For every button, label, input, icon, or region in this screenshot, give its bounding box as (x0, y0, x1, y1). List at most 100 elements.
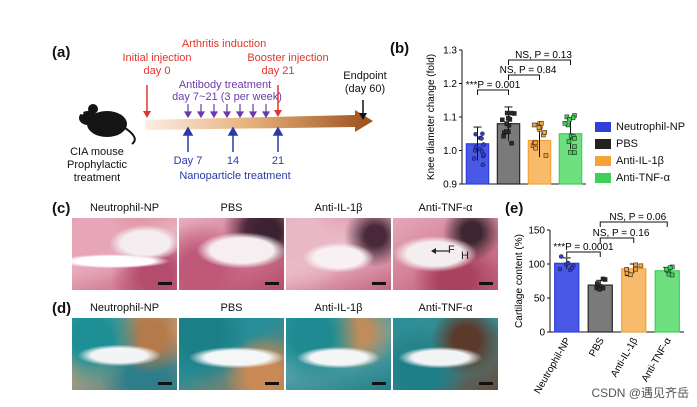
legend-swatch (595, 173, 611, 183)
data-point (504, 121, 509, 126)
significance-bracket (477, 89, 509, 95)
data-point (509, 110, 514, 116)
sf-label-neutrophil-np: Neutrophil-NP (89, 302, 160, 314)
panel-label-e: (e) (505, 200, 524, 217)
booster-day21-label: day 21 (261, 65, 295, 77)
data-point (542, 130, 547, 135)
he-label-anti-tnfa: Anti-TNF-α (418, 202, 473, 214)
significance-label: NS, P = 0.16 (593, 228, 650, 239)
data-point (624, 267, 629, 272)
data-point (572, 144, 577, 149)
data-point (667, 265, 673, 270)
significance-label: NS, P = 0.13 (515, 50, 572, 61)
nanoparticle-treatment-label: Nanoparticle treatment (179, 170, 291, 182)
he-image-neutrophil-np (72, 218, 177, 290)
sf-label-anti-tnfa: Anti-TNF-α (418, 302, 473, 314)
data-point (597, 287, 602, 292)
data-point (572, 136, 577, 141)
legend-swatch (595, 156, 611, 166)
y-tick-label: 100 (528, 260, 545, 271)
endpoint-label: Endpoint (343, 70, 387, 82)
timeline-arrow (145, 110, 373, 132)
initial-injection-label: Initial injection (122, 52, 192, 64)
bar (654, 270, 680, 333)
bar (621, 268, 647, 333)
data-point (570, 115, 576, 121)
significance-bracket (599, 221, 668, 227)
legend-item-anti-tnfa: Anti-TNF-α (595, 172, 670, 184)
data-point (505, 116, 511, 121)
data-point (633, 262, 638, 268)
np-day7-label: Day 7 (173, 155, 203, 167)
sf-image-anti-tnfa (393, 318, 498, 390)
data-point (567, 117, 572, 122)
data-point (501, 134, 506, 139)
x-tick-label: Anti-TNF-α (640, 336, 674, 384)
scale-bar (158, 382, 172, 385)
data-point (533, 145, 538, 151)
data-point (569, 265, 575, 271)
he-label-neutrophil-np: Neutrophil-NP (89, 202, 160, 214)
data-point (600, 276, 606, 282)
data-point (564, 114, 570, 120)
np-day14-label: 14 (226, 155, 240, 167)
he-label-pbs: PBS (220, 202, 243, 214)
booster-injection-label: Booster injection (247, 52, 329, 64)
legend-label: Anti-IL-1β (616, 155, 664, 167)
annotation-h: H (461, 250, 469, 262)
y-tick-label: 0 (539, 328, 545, 339)
data-point (533, 140, 538, 146)
legend-label: Anti-TNF-α (616, 172, 671, 184)
scale-bar (479, 382, 493, 385)
x-tick-label: PBS (587, 336, 607, 359)
significance-label: ***P = 0.0001 (553, 242, 614, 253)
mouse-label-line1: CIA mouse (70, 146, 124, 158)
significance-bracket (599, 237, 635, 243)
day0-label: day 0 (143, 65, 171, 77)
data-point (471, 156, 477, 161)
panel-label-d: (d) (52, 300, 72, 317)
legend-item-neutrophil-np: Neutrophil-NP (595, 121, 685, 133)
data-point (480, 162, 486, 168)
mouse-label-line3: treatment (73, 172, 121, 184)
he-image-pbs (179, 218, 284, 290)
data-point (479, 149, 485, 154)
data-point (531, 122, 537, 128)
data-point (557, 266, 563, 272)
annotation-f: F (448, 244, 455, 256)
scale-bar (479, 282, 493, 285)
data-point (595, 281, 600, 286)
significance-label: NS, P = 0.84 (500, 65, 557, 76)
data-point (568, 149, 573, 155)
data-point (472, 148, 478, 153)
data-point (479, 136, 484, 141)
data-point (480, 131, 485, 136)
x-tick-label: Neutrophil-NP (532, 336, 573, 396)
x-tick-label: Anti-IL-1β (609, 336, 640, 379)
data-point (633, 266, 638, 272)
data-point (562, 121, 568, 126)
y-axis-label: Knee diameter change (fold) (426, 54, 437, 180)
antibody-treatment-label: Antibody treatment (178, 79, 272, 91)
data-point (539, 120, 544, 126)
mouse-icon (79, 104, 136, 145)
y-tick-label: 1.1 (443, 113, 457, 124)
y-tick-label: 150 (528, 226, 545, 237)
scale-bar (158, 282, 172, 285)
y-tick-label: 0.9 (443, 180, 457, 191)
data-point (509, 140, 514, 146)
significance-bracket (508, 59, 571, 65)
data-point (638, 263, 644, 269)
sf-image-pbs (179, 318, 284, 390)
y-tick-label: 50 (534, 294, 546, 305)
arrow-icon (431, 248, 449, 254)
significance-bracket (508, 74, 540, 80)
data-point (481, 142, 486, 147)
data-point (473, 144, 479, 150)
sf-label-pbs: PBS (220, 302, 243, 314)
panel-label-a: (a) (52, 44, 71, 61)
data-point (536, 125, 542, 130)
sf-image-neutrophil-np (72, 318, 177, 390)
data-point (504, 129, 509, 134)
